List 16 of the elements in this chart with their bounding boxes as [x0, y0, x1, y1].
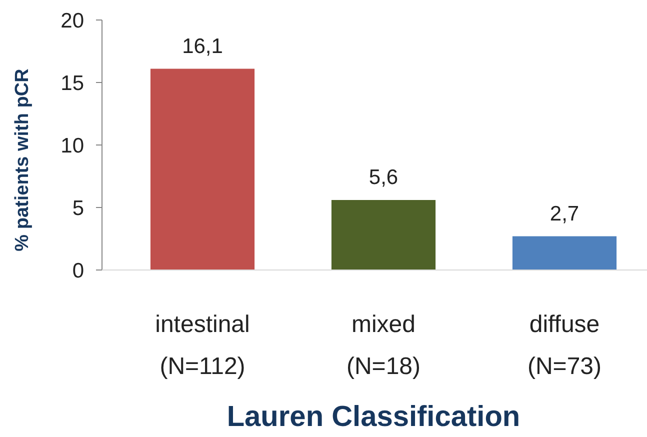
- y-axis-title: % patients with pCR: [12, 68, 33, 252]
- data-label: 2,7: [550, 202, 580, 226]
- bar: [512, 236, 617, 270]
- bar: [150, 68, 255, 270]
- y-tick-label: 10: [60, 134, 84, 158]
- x-tick-label: mixed (N=18): [346, 311, 421, 380]
- data-label: 5,6: [368, 166, 398, 189]
- x-tick-label: intestinal (N=112): [155, 311, 250, 380]
- y-tick-label: 15: [60, 72, 84, 95]
- x-tick-label: diffuse (N=73): [527, 311, 602, 380]
- data-label: 16,1: [182, 34, 223, 58]
- y-tick-label: 0: [72, 259, 84, 282]
- y-tick-label: 20: [60, 9, 84, 32]
- x-axis-title: Lauren Classification: [226, 401, 520, 433]
- y-tick-label: 5: [72, 196, 84, 220]
- bar: [331, 200, 436, 270]
